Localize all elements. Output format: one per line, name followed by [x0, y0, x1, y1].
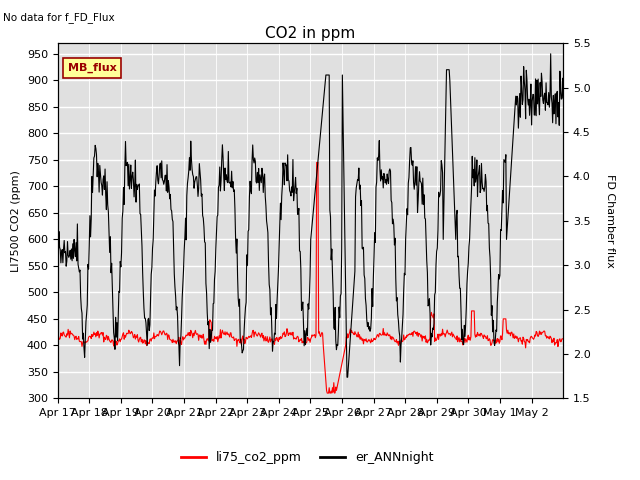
Legend: li75_co2_ppm, er_ANNnight: li75_co2_ppm, er_ANNnight [175, 446, 439, 469]
Y-axis label: LI7500 CO2 (ppm): LI7500 CO2 (ppm) [11, 170, 21, 272]
Title: CO2 in ppm: CO2 in ppm [265, 25, 356, 41]
Text: No data for f_FD_Flux: No data for f_FD_Flux [3, 12, 115, 23]
Y-axis label: FD Chamber flux: FD Chamber flux [605, 174, 614, 268]
Text: MB_flux: MB_flux [68, 63, 116, 73]
